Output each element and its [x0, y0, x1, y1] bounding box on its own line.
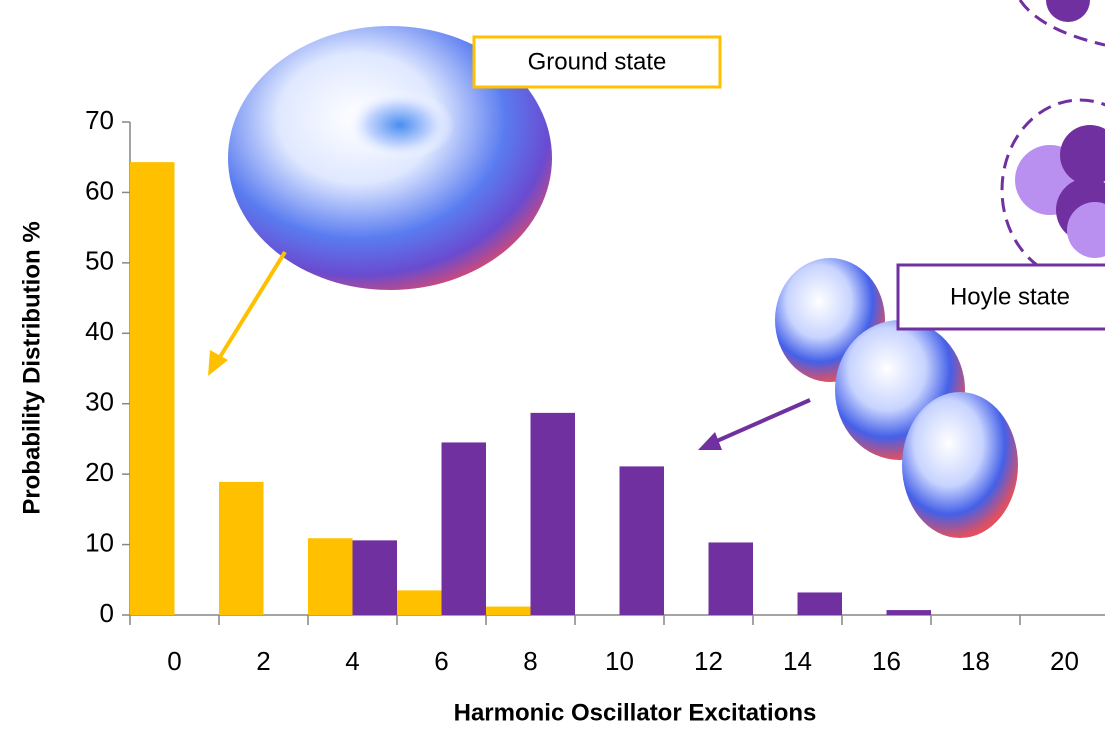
- bar: [219, 481, 264, 615]
- x-tick-label: 10: [605, 646, 634, 676]
- legend-label: Ground state: [528, 48, 667, 75]
- y-tick-label: 70: [85, 105, 114, 135]
- plot: 0 10 20 30 40 50 60 70 0 2 4 6 8 10 12 14 16 18 20: [85, 105, 1105, 676]
- bar: [886, 610, 931, 615]
- y-tick-label: 50: [85, 246, 114, 276]
- bar: [708, 542, 753, 615]
- bar: [797, 592, 842, 615]
- legend-box: [896, 263, 1105, 331]
- x-axis-title: Harmonic Oscillator Excitations: [454, 699, 817, 726]
- x-tick-label: 16: [872, 646, 901, 676]
- y-tick-label: 20: [85, 457, 114, 487]
- x-tick-label: 12: [694, 646, 723, 676]
- x-tick-label: 20: [1050, 646, 1079, 676]
- x-tick-label: 2: [256, 646, 270, 676]
- x-tick-label: 0: [167, 646, 181, 676]
- x-tick-label: 14: [783, 646, 812, 676]
- x-tick-label: 4: [345, 646, 359, 676]
- bar: [486, 606, 531, 615]
- bar: [308, 538, 353, 615]
- bar: [352, 540, 397, 615]
- bar: [130, 162, 175, 615]
- decoration: [208, 0, 1105, 538]
- bar: [441, 442, 486, 615]
- legend-label: Hoyle state: [950, 283, 1070, 310]
- y-tick-label: 30: [85, 387, 114, 417]
- bar: [619, 466, 664, 615]
- y-tick-label: 0: [100, 598, 114, 628]
- y-tick-label: 60: [85, 175, 114, 205]
- y-tick-label: 10: [85, 527, 114, 557]
- bar: [530, 412, 575, 615]
- x-tick-label: 6: [434, 646, 448, 676]
- y-axis-title: Probability Distribution %: [18, 221, 45, 514]
- legend-box: [472, 35, 722, 89]
- x-tick-label: 18: [961, 646, 990, 676]
- x-tick-label: 8: [523, 646, 537, 676]
- bar: [397, 590, 442, 615]
- y-tick-label: 40: [85, 316, 114, 346]
